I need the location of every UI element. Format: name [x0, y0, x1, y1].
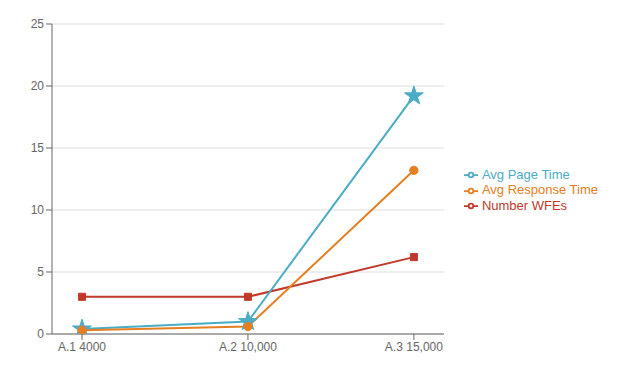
svg-text:A.1 4000: A.1 4000 — [58, 340, 106, 354]
svg-text:25: 25 — [31, 17, 45, 31]
svg-text:A.2 10,000: A.2 10,000 — [219, 340, 277, 354]
html-text:Number WFEs: Number WFEs — [481, 197, 568, 213]
svg-text:A.3 15,000: A.3 15,000 — [385, 340, 443, 354]
svg-text:15: 15 — [31, 141, 45, 155]
html-text:Avg Response Time: Avg Response Time — [481, 182, 598, 198]
svg-text:10: 10 — [31, 203, 45, 217]
html-text:Avg Page Time: Avg Page Time — [481, 166, 570, 182]
svg-text:5: 5 — [37, 265, 44, 279]
svg-text:20: 20 — [31, 79, 45, 93]
svg-text:0: 0 — [37, 327, 44, 341]
